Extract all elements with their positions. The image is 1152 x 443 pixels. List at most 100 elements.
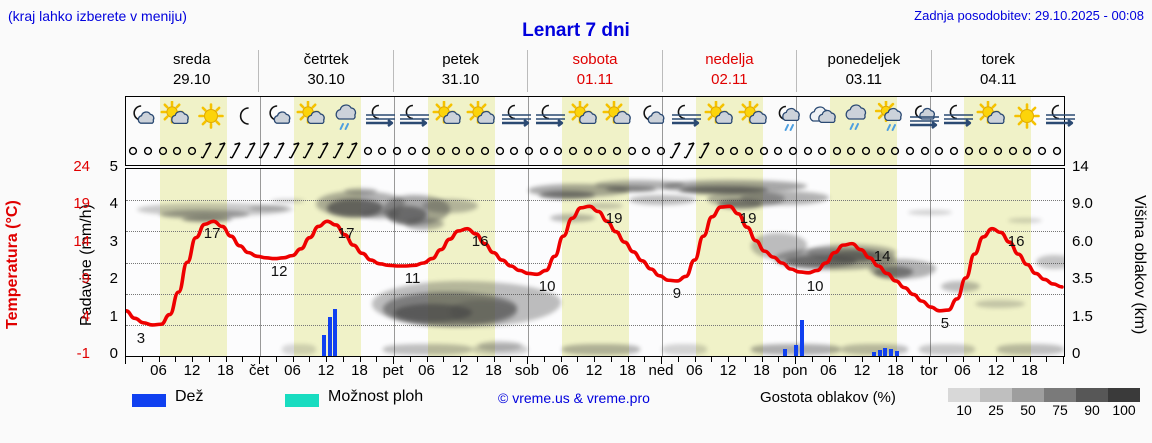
forecast-icon-strip	[125, 96, 1075, 166]
x-axis-tick	[1012, 357, 1014, 362]
sun-cloud-icon	[602, 97, 636, 137]
gridline	[126, 293, 1064, 295]
wind-calm-icon	[522, 137, 537, 165]
day-date: 02.11	[711, 71, 748, 88]
x-axis-tick	[644, 357, 646, 362]
precipitation-bar	[894, 351, 899, 356]
precipitation-tick-label: 5	[109, 158, 118, 175]
x-axis-label: sob	[514, 362, 540, 379]
day-name: sreda	[172, 51, 211, 68]
wind-calm-icon	[961, 137, 976, 165]
wind-calm-icon	[551, 137, 566, 165]
temperature-label: 16	[1007, 232, 1025, 250]
x-axis-label: čet	[248, 362, 270, 379]
cloud-density-tick-label: 25	[988, 402, 1004, 418]
copyright-link[interactable]: © vreme.us & vreme.pro	[498, 390, 650, 406]
wind-barb-icon	[346, 137, 361, 165]
wind-calm-icon	[507, 137, 522, 165]
wind-barb-icon	[331, 137, 346, 165]
x-axis-tick	[610, 357, 612, 362]
x-axis-tick	[929, 357, 930, 364]
wind-calm-icon	[654, 137, 669, 165]
x-axis-tick	[326, 357, 327, 362]
wind-calm-icon	[991, 137, 1006, 165]
temperature-axis-ticks: 24 19 14 9 4 -1	[28, 0, 90, 443]
wind-calm-icon	[361, 137, 376, 165]
x-axis-tick	[225, 357, 227, 362]
gridline	[126, 231, 1064, 233]
precipitation-bar	[883, 347, 888, 356]
wind-calm-icon	[463, 137, 478, 165]
cloud-density-tick-label: 75	[1052, 402, 1068, 418]
x-axis-tick	[795, 357, 796, 364]
x-axis-tick	[1063, 357, 1064, 364]
x-axis-tick	[996, 357, 997, 362]
day-separator	[528, 97, 529, 165]
cloud-density-tick-label: 50	[1020, 402, 1036, 418]
day-separator	[796, 97, 797, 165]
cloud-blob	[539, 191, 595, 200]
forecast-chart: 3 17 12 17 11 16 10 19 9 19 10 14 5 16	[125, 168, 1065, 357]
day-header-petek: petek 31.10	[392, 50, 527, 92]
temperature-label: 19	[739, 210, 757, 228]
temperature-curve	[126, 204, 1064, 327]
page-title: Lenart 7 dni	[522, 20, 630, 41]
wind-calm-icon	[404, 137, 419, 165]
x-axis-tick	[811, 357, 813, 362]
wind-calm-icon	[126, 137, 141, 165]
cloud-height-axis-ticks: 14 9.0 6.0 3.5 1.5 0	[1072, 0, 1118, 443]
x-axis-label: pet	[382, 362, 404, 379]
precipitation-bar	[794, 344, 798, 356]
location-hint-text: (kraj lahko izberete v meniju)	[8, 8, 187, 24]
cloud-density-legend-label: Gostota oblakov (%)	[760, 389, 896, 406]
wind-calm-icon	[419, 137, 434, 165]
temperature-tick-label: -1	[76, 345, 90, 362]
x-axis-tick	[158, 357, 160, 362]
gridline	[126, 262, 1064, 264]
wind-calm-icon	[492, 137, 507, 165]
precipitation-tick-label: 3	[109, 232, 118, 250]
cloud-height-tick-label: 3.5	[1072, 270, 1093, 288]
wind-barb-icon	[229, 137, 244, 165]
x-axis-label: pon	[782, 362, 808, 379]
day-header-sobota: sobota 01.11	[527, 50, 661, 92]
x-axis-tick	[878, 357, 880, 362]
last-update-text: Zadnja posodobitev: 29.10.2025 - 00:08	[914, 8, 1144, 23]
x-axis-tick	[175, 357, 177, 362]
precipitation-tick-label: 1	[109, 307, 118, 325]
x-axis-tick	[1046, 357, 1048, 362]
moon-wind-icon	[500, 97, 534, 137]
sun-icon	[1010, 97, 1044, 137]
day-separator	[930, 97, 931, 165]
sun-icon	[194, 97, 228, 137]
moon-wind-icon	[942, 97, 976, 137]
cloud-density-layer	[126, 169, 1064, 356]
moon-wind-icon	[364, 97, 398, 137]
precipitation-bar	[333, 309, 338, 356]
wind-calm-icon	[580, 137, 595, 165]
x-axis-tick	[426, 357, 428, 362]
x-axis-tick	[560, 357, 562, 362]
cloud-density-swatch	[1012, 388, 1044, 402]
x-axis-tick	[292, 357, 294, 362]
cloud-density-tick-label: 10	[956, 402, 972, 418]
cloud-blob	[717, 198, 763, 209]
wind-calm-icon	[756, 137, 771, 165]
day-name: ponedeljek	[827, 51, 901, 68]
x-axis-tick	[493, 357, 495, 362]
cloud-rain-icon	[330, 97, 364, 137]
x-axis-label: tor	[920, 362, 938, 379]
cloud-blob	[388, 206, 428, 225]
cloud-blob	[974, 299, 1025, 308]
x-axis-tick	[594, 357, 595, 362]
cloud-blob-low	[918, 344, 975, 355]
precipitation-bar	[872, 352, 877, 356]
temperature-label: 5	[940, 315, 950, 333]
day-name: petek	[442, 51, 479, 68]
weather-icons-row	[126, 97, 1075, 137]
day-name: nedelja	[705, 51, 754, 68]
cloud-density-swatch	[980, 388, 1012, 402]
cloud-density-swatch	[1076, 388, 1108, 402]
wind-calm-icon	[873, 137, 888, 165]
moon-cloud-icon	[262, 97, 296, 137]
